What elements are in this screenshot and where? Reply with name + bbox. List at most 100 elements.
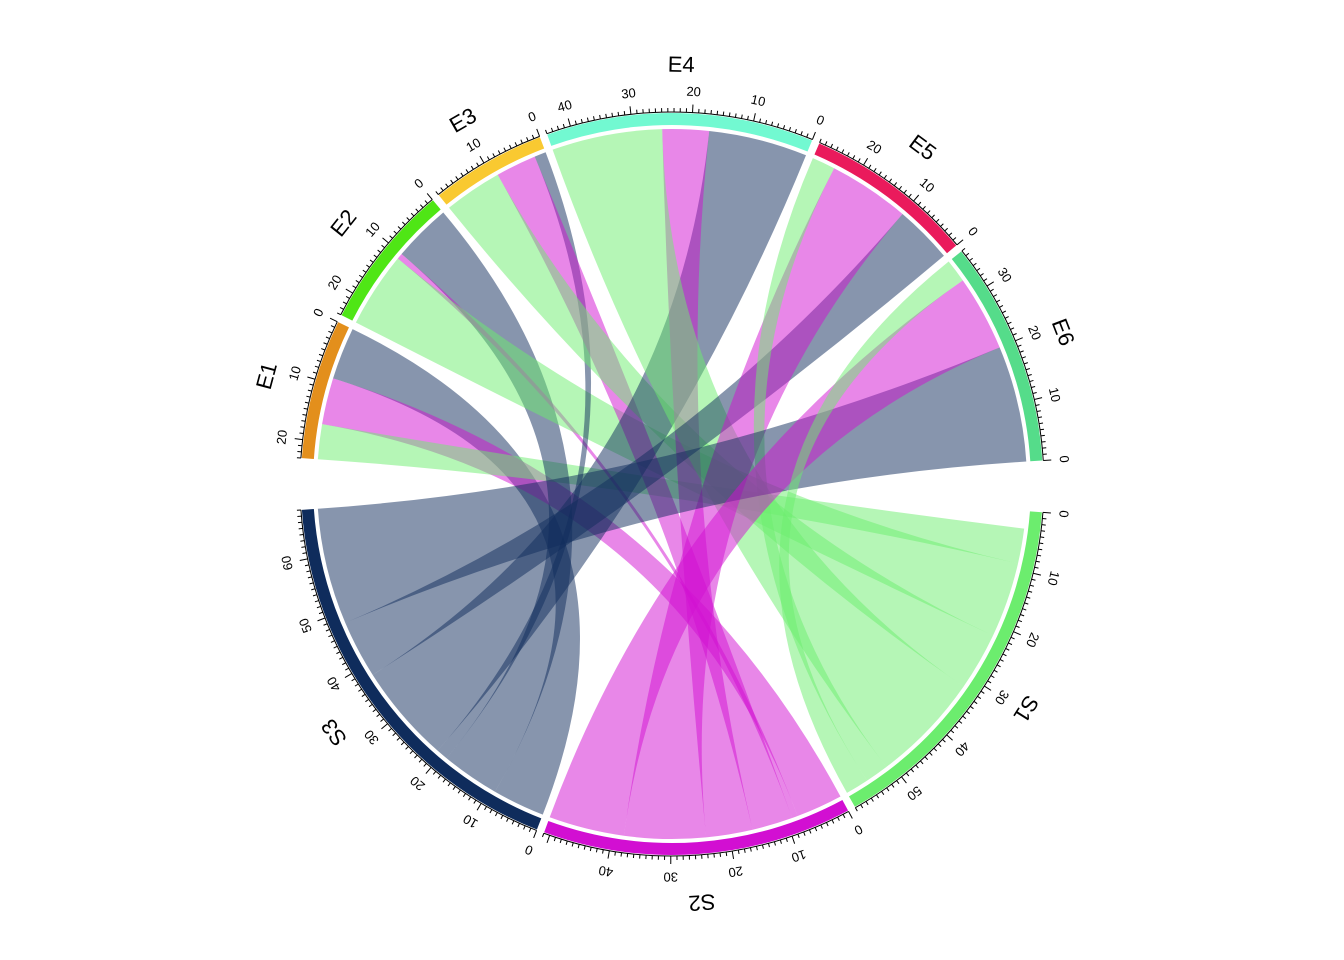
tick-minor bbox=[358, 274, 363, 278]
tick-minor bbox=[465, 169, 469, 174]
tick-label-e4: 30 bbox=[621, 85, 637, 102]
tick-minor bbox=[306, 570, 311, 573]
tick-minor bbox=[380, 718, 384, 722]
tick-label-s1: 10 bbox=[1045, 569, 1063, 587]
tick-minor bbox=[617, 111, 620, 116]
tick-minor bbox=[761, 844, 764, 849]
sector-label-s1: S1 bbox=[1009, 691, 1045, 727]
sector-label-e2: E2 bbox=[325, 205, 361, 242]
tick-minor bbox=[623, 110, 626, 116]
tick-minor bbox=[580, 118, 583, 124]
tick-major bbox=[1043, 459, 1052, 461]
tick-major bbox=[382, 237, 389, 244]
tick-minor bbox=[1040, 536, 1045, 538]
tick-minor bbox=[1023, 362, 1029, 365]
tick-minor bbox=[300, 426, 305, 428]
tick-minor bbox=[415, 208, 419, 213]
tick-minor bbox=[336, 312, 341, 316]
tick-minor bbox=[509, 144, 512, 149]
tick-minor bbox=[1028, 590, 1033, 593]
tick-minor bbox=[1008, 642, 1013, 646]
tick-minor bbox=[358, 688, 362, 692]
tick-minor bbox=[306, 395, 311, 398]
tick-minor bbox=[989, 288, 994, 292]
tick-minor bbox=[414, 754, 418, 759]
tick-minor bbox=[935, 218, 940, 223]
tick-label-s3: 30 bbox=[361, 727, 382, 748]
sector-label-s3: S3 bbox=[316, 714, 352, 750]
tick-minor bbox=[1036, 410, 1041, 413]
tick-minor bbox=[492, 153, 496, 158]
tick-minor bbox=[457, 789, 461, 794]
tick-minor bbox=[993, 294, 998, 298]
tick-label-e6: 20 bbox=[1025, 323, 1044, 342]
tick-minor bbox=[1012, 333, 1017, 336]
axis-line-e3 bbox=[437, 135, 540, 195]
tick-minor bbox=[369, 259, 374, 263]
tick-minor bbox=[837, 816, 840, 821]
axis-line-e1 bbox=[300, 321, 338, 459]
tick-label-e4: 10 bbox=[750, 92, 767, 110]
tick-minor bbox=[299, 534, 304, 536]
tick-minor bbox=[406, 217, 410, 221]
tick-minor bbox=[759, 118, 762, 123]
tick-minor bbox=[351, 678, 356, 682]
tick-minor bbox=[526, 137, 529, 142]
tick-major bbox=[913, 194, 920, 202]
tick-minor bbox=[950, 729, 955, 734]
tick-minor bbox=[393, 230, 398, 235]
tick-minor bbox=[377, 249, 382, 253]
tick-minor bbox=[987, 680, 992, 684]
sector-label-e6: E6 bbox=[1047, 315, 1080, 349]
tick-minor bbox=[325, 336, 330, 340]
tick-minor bbox=[841, 149, 845, 154]
tick-major bbox=[731, 851, 735, 860]
tick-minor bbox=[550, 127, 554, 132]
tick-minor bbox=[926, 210, 931, 214]
tick-major bbox=[863, 157, 869, 166]
tick-minor bbox=[1037, 416, 1043, 419]
tick-minor bbox=[940, 223, 944, 227]
tick-minor bbox=[924, 756, 929, 761]
tick-minor bbox=[486, 156, 490, 161]
tick-minor bbox=[583, 845, 586, 850]
tick-minor bbox=[933, 747, 938, 752]
tick-minor bbox=[976, 267, 981, 272]
tick-minor bbox=[1032, 392, 1037, 394]
sector-e5: 0 10 20 E5 bbox=[814, 129, 981, 254]
tick-minor bbox=[562, 123, 565, 129]
tick-minor bbox=[447, 782, 451, 787]
tick-minor bbox=[743, 848, 746, 853]
tick-minor bbox=[835, 146, 839, 151]
tick-minor bbox=[773, 841, 776, 846]
tick-minor bbox=[979, 273, 984, 277]
tick-minor bbox=[977, 695, 982, 699]
tick-minor bbox=[1034, 566, 1039, 569]
tick-minor bbox=[300, 540, 305, 542]
tick-minor bbox=[1021, 356, 1026, 359]
tick-minor bbox=[318, 353, 323, 357]
tick-minor bbox=[460, 172, 464, 177]
tick-minor bbox=[800, 131, 803, 136]
tick-label-s3: 40 bbox=[324, 674, 344, 694]
tick-minor bbox=[910, 768, 915, 773]
sector-e1: 0 10 20 E1 bbox=[251, 306, 349, 459]
tick-major bbox=[317, 617, 326, 622]
tick-minor bbox=[314, 600, 319, 603]
tick-major bbox=[329, 317, 338, 323]
tick-minor bbox=[948, 232, 953, 236]
sector-label-e4: E4 bbox=[668, 52, 695, 78]
tick-minor bbox=[842, 814, 846, 819]
tick-minor bbox=[302, 552, 307, 555]
tick-label-s2: 20 bbox=[727, 863, 744, 880]
tick-minor bbox=[1039, 542, 1044, 545]
tick-major bbox=[956, 239, 964, 246]
tick-major bbox=[533, 830, 538, 839]
tick-minor bbox=[345, 296, 350, 299]
tick-label-e5: 10 bbox=[917, 175, 938, 196]
tick-minor bbox=[765, 119, 768, 125]
tick-minor bbox=[1035, 404, 1040, 406]
tick-minor bbox=[556, 125, 560, 130]
tick-minor bbox=[969, 705, 974, 710]
